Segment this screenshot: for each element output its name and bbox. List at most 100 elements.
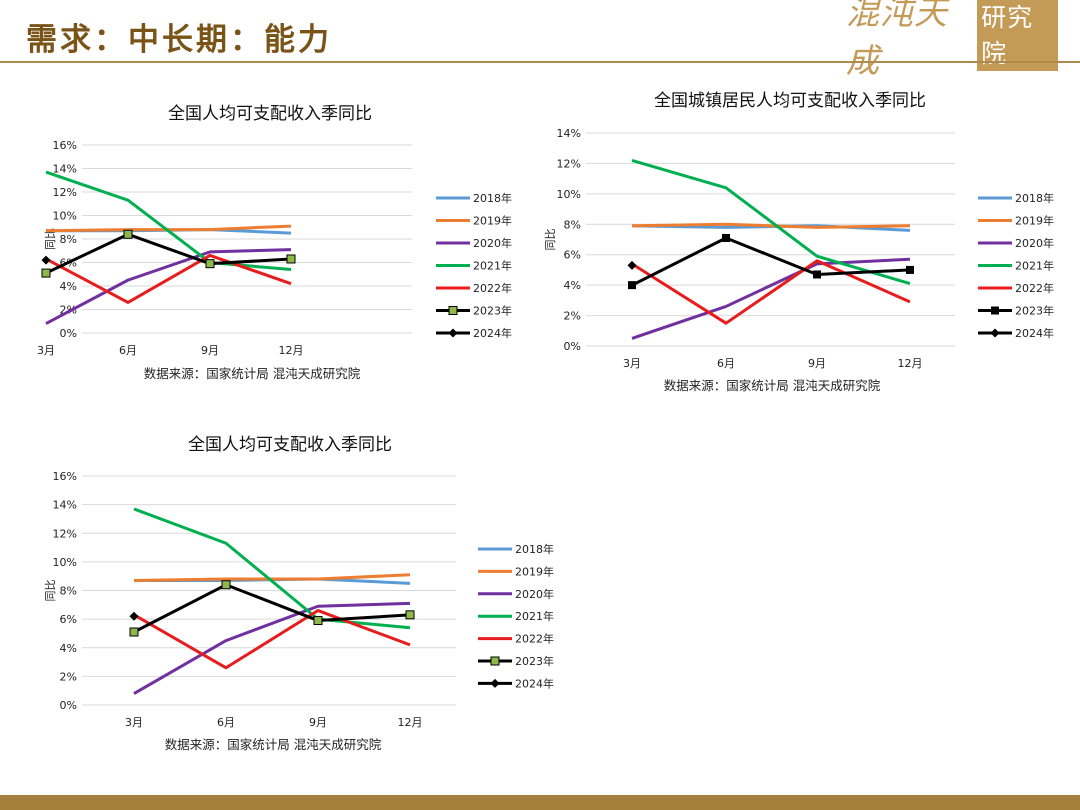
series-line-2021年 [45, 170, 292, 272]
x-tick-label: 12月 [398, 716, 423, 729]
x-tick-label: 9月 [808, 357, 826, 370]
y-tick-label: 2% [60, 670, 77, 683]
data-point-2023年 [813, 270, 821, 279]
legend-label: 2018年 [515, 542, 554, 556]
legend-label: 2020年 [1015, 236, 1054, 250]
y-tick-label: 0% [60, 699, 77, 712]
legend-label: 2019年 [1015, 214, 1054, 228]
legend-label: 2024年 [473, 326, 512, 340]
legend-label: 2024年 [515, 676, 554, 690]
series-line-2020年 [631, 257, 911, 340]
legend-marker [490, 678, 500, 688]
y-tick-label: 16% [53, 470, 77, 483]
series-line-2022年 [45, 253, 292, 304]
y-tick-label: 8% [564, 218, 581, 231]
brand-logo-main: 混沌天成 [846, 0, 948, 80]
x-tick-label: 9月 [309, 716, 327, 729]
chart-title: 全国人均可支配收入季同比 [168, 104, 372, 124]
legend-label: 2018年 [473, 191, 512, 205]
legend-label: 2024年 [1015, 326, 1054, 340]
y-tick-label: 12% [53, 186, 77, 199]
legend-label: 2022年 [473, 281, 512, 295]
series-line-2022年 [133, 609, 411, 670]
x-tick-label: 6月 [119, 344, 137, 357]
series-line-2019年 [631, 222, 911, 229]
data-point-2024年 [129, 611, 139, 621]
legend-label: 2020年 [515, 587, 554, 601]
data-point-2023年 [628, 281, 636, 290]
y-axis-label: 同比 [44, 580, 57, 602]
series-line-2020年 [45, 248, 292, 325]
legend-label: 2021年 [1015, 259, 1054, 273]
chart-title: 全国城镇居民人均可支配收入季同比 [654, 91, 926, 111]
y-tick-label: 16% [53, 139, 77, 152]
legend-marker [490, 656, 500, 666]
x-tick-label: 3月 [623, 357, 641, 370]
brand-logo: 混沌天成 研究院 [846, 0, 1058, 80]
legend-label: 2022年 [515, 632, 554, 646]
x-tick-label: 6月 [217, 716, 235, 729]
y-tick-label: 12% [53, 527, 77, 540]
y-tick-label: 8% [60, 585, 77, 598]
y-tick-label: 4% [60, 642, 77, 655]
legend-label: 2019年 [473, 214, 512, 228]
series-line-2021年 [133, 507, 411, 630]
x-tick-label: 6月 [717, 357, 735, 370]
legend-marker [448, 306, 458, 315]
data-point-2024年 [627, 260, 637, 270]
legend-label: 2023年 [473, 304, 512, 318]
y-tick-label: 10% [53, 556, 77, 569]
legend-marker [991, 306, 999, 315]
x-tick-label: 12月 [898, 357, 923, 370]
y-tick-label: 0% [60, 327, 77, 340]
legend-marker [448, 328, 458, 338]
y-tick-label: 0% [564, 340, 581, 353]
y-tick-label: 10% [53, 210, 77, 223]
chart-title: 全国人均可支配收入季同比 [188, 435, 392, 455]
y-tick-label: 4% [60, 280, 77, 293]
y-axis-label: 同比 [544, 229, 557, 251]
data-point-2023年 [313, 616, 323, 626]
brand-logo-sub: 研究院 [977, 0, 1058, 71]
legend-label: 2021年 [473, 259, 512, 273]
legend-label: 2021年 [515, 609, 554, 623]
data-point-2023年 [205, 259, 215, 269]
source-note: 数据来源：国家统计局 混沌天成研究院 [144, 366, 361, 381]
data-point-2024年 [41, 255, 51, 265]
data-point-2023年 [286, 254, 296, 264]
chart-urban-income-yoy: 全国城镇居民人均可支配收入季同比 0% 2% 4% 6% 8% 10% 12% 14% 同比 3月 6… [544, 91, 1054, 393]
legend-label: 2023年 [515, 654, 554, 668]
y-tick-label: 14% [53, 163, 77, 176]
legend-label: 2023年 [1015, 304, 1054, 318]
y-tick-label: 6% [564, 249, 581, 262]
series-line-2020年 [133, 601, 411, 695]
data-point-2023年 [129, 627, 139, 637]
y-tick-label: 4% [564, 279, 581, 292]
header-divider [0, 61, 1080, 63]
x-tick-label: 12月 [279, 344, 304, 357]
series-line-2023年 [45, 232, 292, 275]
y-tick-label: 14% [53, 499, 77, 512]
data-point-2023年 [722, 233, 730, 242]
data-point-2023年 [123, 229, 133, 239]
series-line-2023年 [631, 236, 911, 287]
series-line-2023年 [133, 583, 411, 634]
data-point-2023年 [221, 580, 231, 590]
source-note: 数据来源：国家统计局 混沌天成研究院 [165, 737, 382, 752]
x-tick-label: 3月 [125, 716, 143, 729]
y-tick-label: 2% [564, 310, 581, 323]
y-tick-label: 12% [557, 157, 581, 170]
data-point-2023年 [41, 268, 51, 278]
page-title: 需求：中长期：能力 [26, 22, 332, 58]
legend-label: 2019年 [515, 564, 554, 578]
legend-marker [990, 328, 1000, 338]
x-tick-label: 3月 [37, 344, 55, 357]
series-line-2019年 [133, 573, 411, 582]
data-point-2023年 [405, 610, 415, 620]
footer-bar [0, 795, 1080, 810]
series-line-2022年 [631, 259, 911, 325]
series-line-2021年 [631, 158, 911, 286]
source-note: 数据来源：国家统计局 混沌天成研究院 [664, 378, 881, 393]
y-tick-label: 8% [60, 233, 77, 246]
